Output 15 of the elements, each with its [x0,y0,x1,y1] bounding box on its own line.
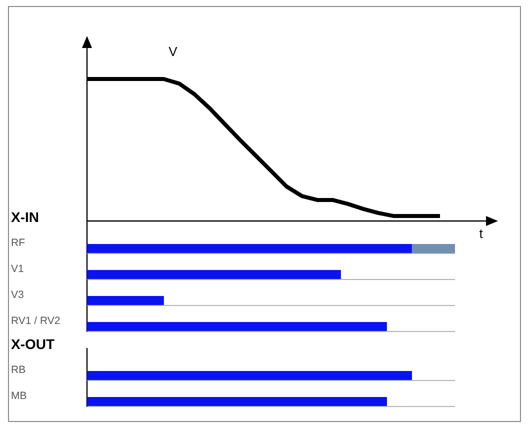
y-tick-label: RB [11,364,26,376]
y-tick-label: V3 [11,289,24,301]
bar [87,244,412,253]
y-tick-label: V1 [11,263,24,275]
bar [87,270,341,279]
y-tick-label: MB [11,390,27,402]
bar [87,296,164,305]
y-axis-title: V [168,44,178,59]
bar [412,244,455,253]
x-axis-title: t [479,226,484,241]
y-tick-label: RF [11,237,25,249]
bar [87,322,387,331]
y-tick-label: RV1 / RV2 [11,315,60,327]
chart-title: X-OUT [11,336,55,352]
chart-title: X-IN [11,209,39,225]
